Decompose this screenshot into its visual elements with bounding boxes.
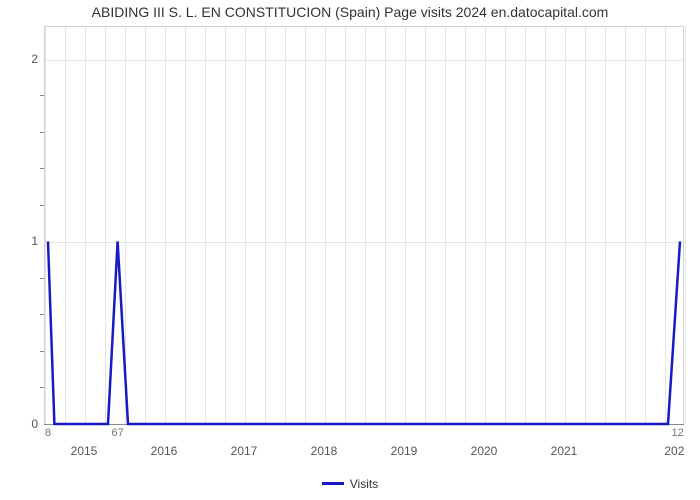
y-minor-tick xyxy=(40,168,44,169)
legend-swatch xyxy=(322,482,344,485)
legend: Visits xyxy=(0,476,700,491)
y-tick-label: 2 xyxy=(8,52,38,66)
legend-label: Visits xyxy=(350,477,378,491)
visits-series-line xyxy=(48,241,680,424)
x-tick-label: 2021 xyxy=(551,444,578,458)
y-tick-label: 0 xyxy=(8,417,38,431)
data-point-label: 8 xyxy=(45,427,51,439)
x-tick-label: 2020 xyxy=(471,444,498,458)
y-minor-tick xyxy=(40,132,44,133)
x-tick-label: 202 xyxy=(664,444,684,458)
x-tick-label: 2018 xyxy=(311,444,338,458)
data-point-label: 67 xyxy=(111,427,123,439)
gridline-vertical xyxy=(685,27,686,424)
x-tick-label: 2015 xyxy=(71,444,98,458)
x-tick-label: 2019 xyxy=(391,444,418,458)
y-minor-tick xyxy=(40,314,44,315)
chart-title: ABIDING III S. L. EN CONSTITUCION (Spain… xyxy=(0,4,700,20)
chart-container: ABIDING III S. L. EN CONSTITUCION (Spain… xyxy=(0,0,700,500)
y-minor-tick xyxy=(40,95,44,96)
data-point-label: 12 xyxy=(671,427,683,439)
y-minor-tick xyxy=(40,278,44,279)
y-minor-tick xyxy=(40,351,44,352)
x-tick-label: 2016 xyxy=(151,444,178,458)
series-line-layer xyxy=(44,26,684,424)
y-minor-tick xyxy=(40,387,44,388)
y-minor-tick xyxy=(40,205,44,206)
y-tick-label: 1 xyxy=(8,234,38,248)
x-tick-label: 2017 xyxy=(231,444,258,458)
